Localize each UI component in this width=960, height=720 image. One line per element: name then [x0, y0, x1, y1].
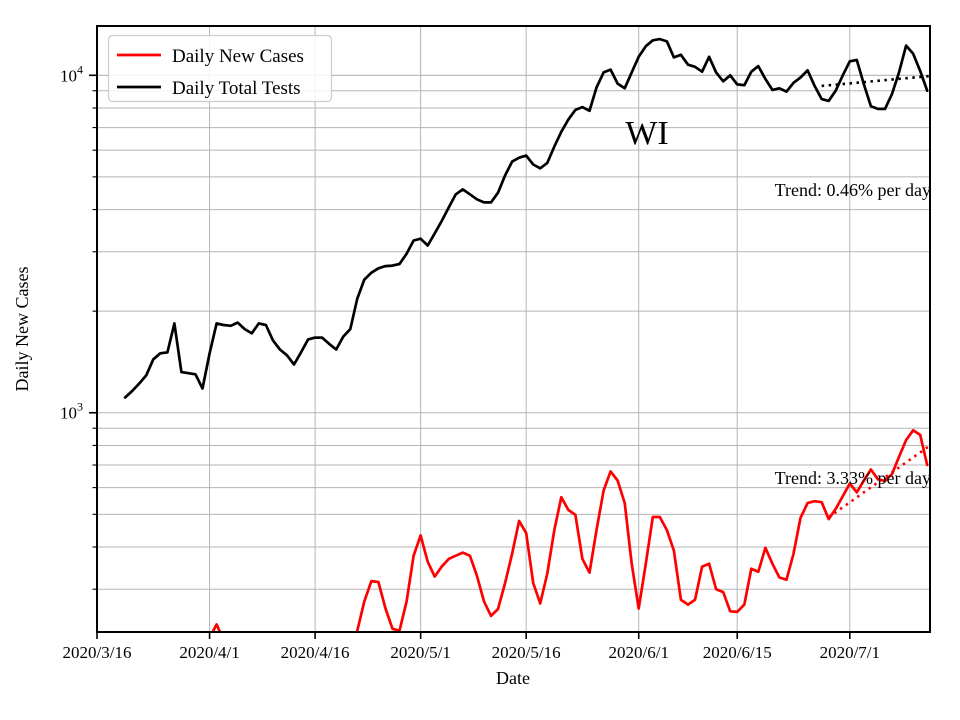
y-tick-labels: 103 104 — [60, 62, 83, 422]
plot-frame — [96, 25, 931, 633]
x-tick-label: 2020/6/15 — [703, 643, 772, 662]
series-daily-new-cases — [355, 428, 929, 632]
y-tick-label: 103 — [60, 400, 83, 423]
x-tick-label: 2020/6/1 — [609, 643, 669, 662]
x-tick-label: 2020/4/16 — [281, 643, 350, 662]
data-curves — [123, 37, 929, 632]
x-tick-label: 2020/4/1 — [179, 643, 239, 662]
state-label: WI — [625, 115, 668, 152]
x-tick-label: 2020/5/1 — [390, 643, 450, 662]
series-daily-new-cases-early- — [211, 623, 222, 632]
x-tick-label: 2020/7/1 — [820, 643, 880, 662]
legend-label-cases: Daily New Cases — [172, 46, 304, 67]
x-tick-label: 2020/3/16 — [63, 643, 132, 662]
legend: Daily New Cases Daily Total Tests — [107, 34, 333, 103]
x-tick-label: 2020/5/16 — [492, 643, 561, 662]
trend-lines — [821, 74, 930, 519]
x-tick-labels: 2020/3/16 2020/4/1 2020/4/16 2020/5/1 2020/5… — [63, 643, 880, 662]
cases-trend-label: Trend: 3.33% per day — [775, 468, 931, 488]
axis-ticks — [89, 74, 851, 639]
x-axis-label: Date — [496, 668, 530, 688]
y-tick-label: 104 — [60, 62, 83, 85]
tests-trend-label: Trend: 0.46% per day — [775, 180, 931, 200]
series-daily-total-tests — [123, 37, 929, 399]
legend-label-tests: Daily Total Tests — [172, 78, 301, 99]
y-axis-label: Daily New Cases — [12, 267, 32, 392]
legend-box — [107, 34, 333, 103]
